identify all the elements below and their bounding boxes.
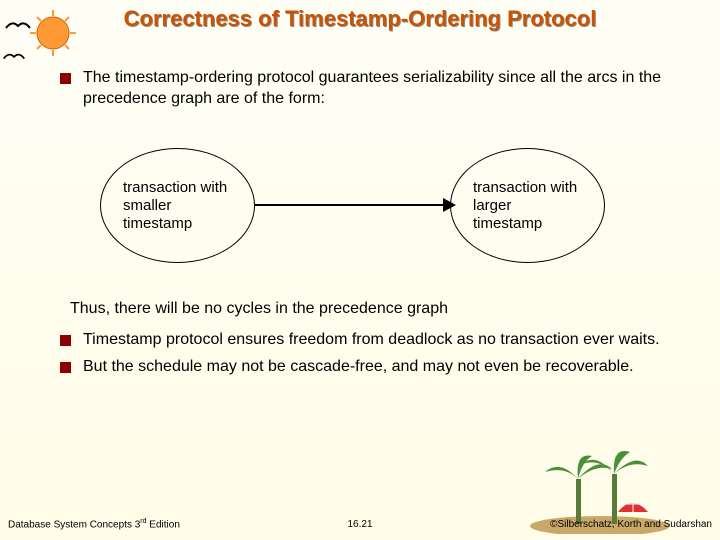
content-block-1: The timestamp-ordering protocol guarante… [60, 68, 670, 116]
node-larger-ts: transaction with larger timestamp [450, 148, 605, 263]
footer-left: Database System Concepts 3rd Edition [8, 518, 180, 530]
bullet-square-icon [60, 73, 71, 84]
bullet-text: Timestamp protocol ensures freedom from … [83, 330, 680, 351]
precedence-diagram: transaction with smaller timestamp trans… [60, 148, 660, 288]
arrow-line [255, 204, 450, 206]
bullet-square-icon [60, 362, 71, 373]
content-block-2: Timestamp protocol ensures freedom from … [60, 330, 680, 384]
footer-page-number: 16.21 [347, 519, 372, 530]
node-smaller-ts: transaction with smaller timestamp [100, 148, 255, 263]
bullet-square-icon [60, 335, 71, 346]
bullet-text: The timestamp-ordering protocol guarante… [83, 68, 670, 110]
footer-copyright: ©Silberschatz, Korth and Sudarshan [550, 519, 712, 530]
bullet-text: But the schedule may not be cascade-free… [83, 357, 680, 378]
thus-text: Thus, there will be no cycles in the pre… [70, 300, 670, 318]
slide-title: Correctness of Timestamp-Ordering Protoc… [0, 6, 720, 32]
bird-icon [2, 50, 26, 62]
